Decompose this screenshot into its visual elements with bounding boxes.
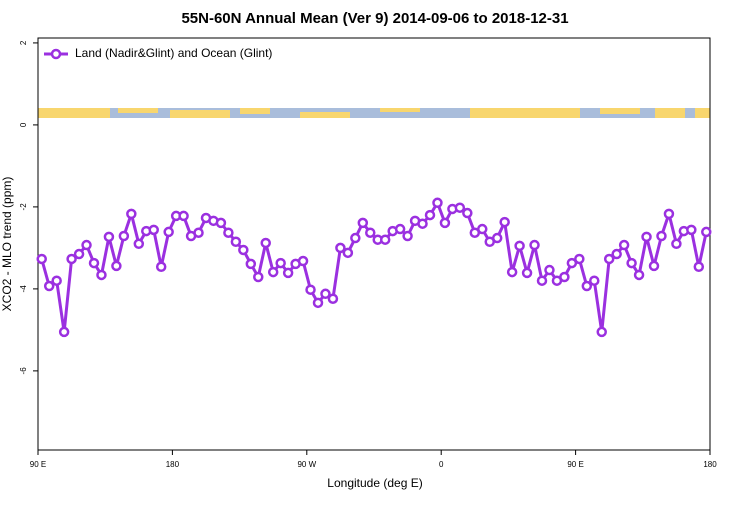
point [66, 253, 77, 265]
point [253, 271, 264, 283]
point [379, 234, 391, 245]
point [163, 226, 174, 238]
point [230, 236, 242, 247]
point [327, 293, 339, 304]
point [111, 260, 122, 272]
point [656, 230, 667, 242]
point [267, 266, 279, 278]
legend-marker [50, 48, 62, 60]
point [365, 227, 376, 238]
point [118, 230, 130, 242]
series-line [40, 199, 708, 333]
point [96, 269, 107, 281]
map-strip [38, 108, 710, 118]
point [499, 216, 510, 228]
point [335, 242, 346, 254]
point [454, 202, 466, 213]
x-tick-label: 0 [439, 460, 444, 469]
point [544, 264, 555, 276]
point [148, 224, 159, 236]
point [193, 227, 204, 238]
point [506, 266, 518, 278]
point [260, 237, 271, 249]
point [633, 269, 645, 281]
point [238, 244, 249, 256]
point [103, 231, 115, 243]
y-tick-label: -6 [19, 367, 28, 375]
point [641, 231, 652, 243]
point [305, 284, 316, 295]
x-tick-label: 90 E [30, 460, 46, 469]
point [671, 238, 682, 250]
point [618, 239, 630, 251]
point [282, 267, 294, 279]
x-tick-label: 180 [166, 460, 180, 469]
point [312, 297, 324, 309]
point [342, 247, 354, 259]
point [693, 261, 705, 273]
point [51, 275, 62, 286]
point [73, 248, 85, 260]
chart-title: 55N-60N Annual Mean (Ver 9) 2014-09-06 t… [181, 10, 568, 27]
plot-frame [37, 37, 711, 451]
point [596, 326, 607, 338]
point [566, 257, 578, 269]
point [223, 227, 234, 238]
point [81, 239, 92, 251]
point [297, 255, 309, 267]
point [245, 258, 257, 270]
y-tick-label: -2 [19, 203, 28, 211]
point [663, 208, 675, 220]
point [402, 230, 413, 242]
point [462, 207, 473, 219]
point [559, 271, 570, 283]
point [133, 238, 145, 250]
point [439, 217, 451, 229]
point [626, 257, 637, 269]
y-tick-label: 2 [19, 40, 28, 45]
point [58, 326, 70, 338]
point [320, 288, 331, 300]
y-tick-label: -4 [19, 285, 28, 293]
point [611, 248, 622, 260]
point [350, 232, 361, 244]
point [514, 240, 525, 252]
point [155, 261, 167, 273]
point [178, 210, 189, 222]
point [589, 275, 600, 286]
point [424, 209, 436, 221]
point [529, 239, 540, 251]
point [88, 257, 100, 269]
point [491, 232, 503, 244]
point [701, 226, 712, 238]
point [581, 280, 593, 292]
point [648, 260, 660, 272]
point [43, 280, 55, 292]
point [477, 223, 488, 235]
point [417, 218, 428, 229]
x-tick-label: 180 [703, 460, 717, 469]
point [574, 253, 585, 265]
point [126, 208, 137, 220]
point [686, 224, 697, 236]
point [432, 197, 443, 209]
legend-label: Land (Nadir&Glint) and Ocean (Glint) [75, 46, 272, 60]
point [36, 253, 47, 265]
point [536, 275, 548, 286]
x-tick-label: 90 E [567, 460, 583, 469]
point [521, 267, 533, 279]
point [394, 223, 406, 235]
y-axis-label: XCO2 - MLO trend (ppm) [0, 177, 14, 312]
point [357, 217, 369, 229]
point [275, 257, 286, 269]
point [603, 253, 615, 265]
point [215, 217, 227, 229]
x-axis-label: Longitude (deg E) [327, 476, 422, 490]
x-tick-label: 90 W [297, 460, 316, 469]
y-tick-label: 0 [19, 122, 28, 127]
